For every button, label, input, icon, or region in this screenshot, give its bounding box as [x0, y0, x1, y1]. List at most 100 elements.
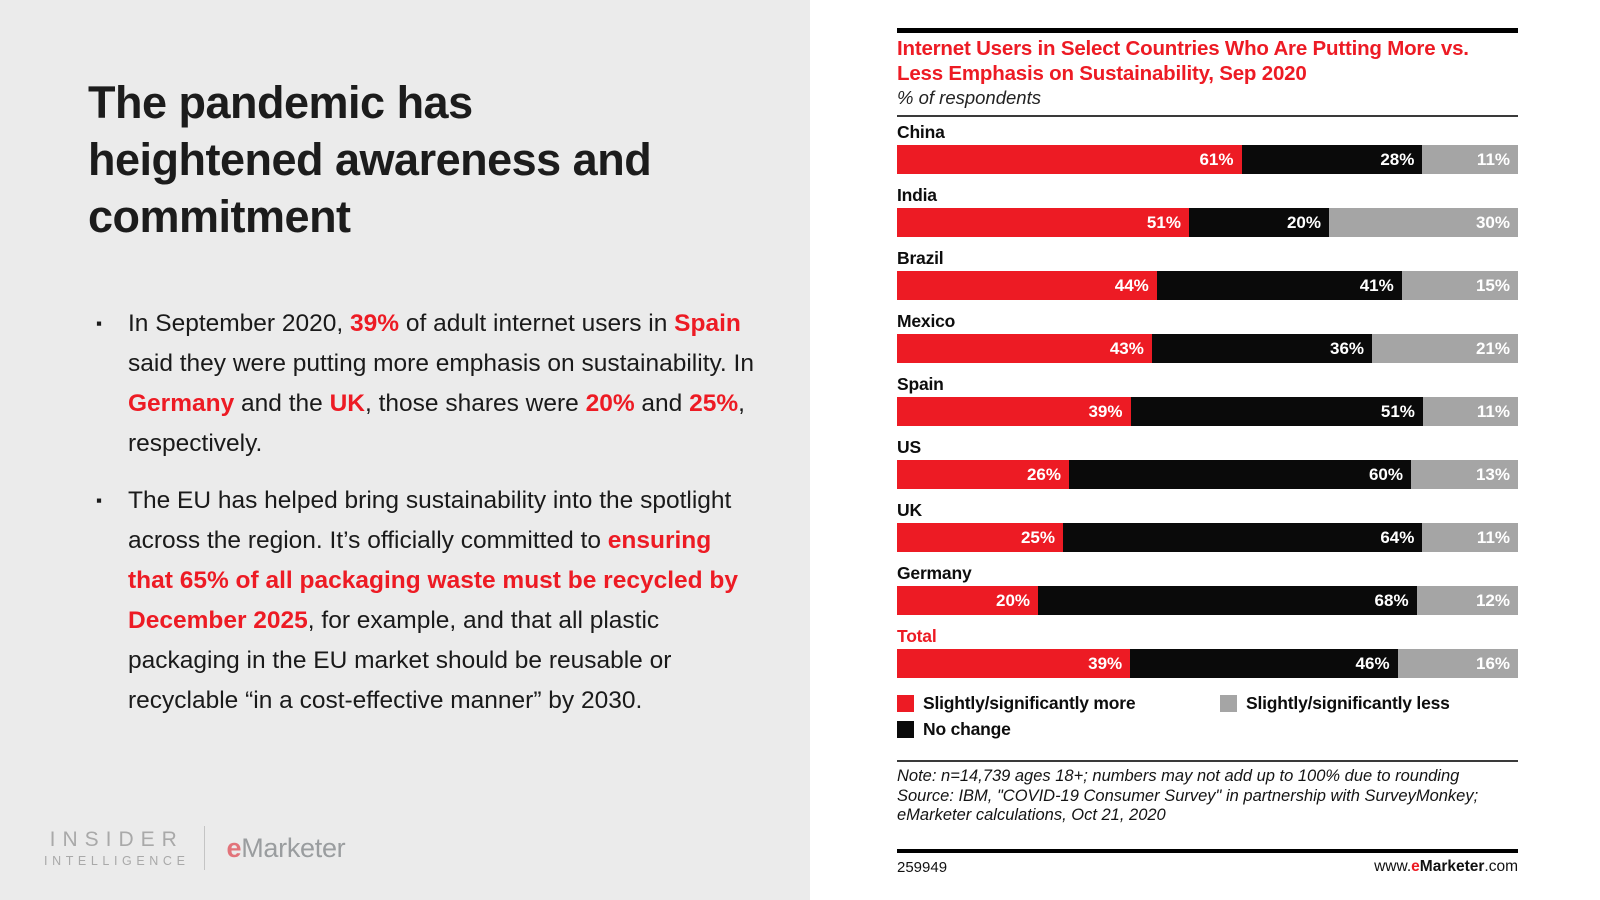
insider-logo-line1: INSIDER — [49, 828, 184, 851]
chart-row: UK 25% 64% 11% — [897, 500, 1519, 552]
bar-segment-no-change: 20% — [1188, 208, 1329, 237]
chart-footer: 259949 www.eMarketer.com — [897, 858, 1518, 876]
bar-value-label: 68% — [1374, 590, 1409, 610]
bar-segment-less: 15% — [1401, 271, 1518, 300]
country-label: Germany — [897, 563, 972, 583]
stacked-bar: 39% 46% 16% — [897, 649, 1519, 678]
bar-segment-more: 43% — [897, 334, 1152, 363]
legend-swatch-icon — [1220, 695, 1237, 712]
legend-swatch-icon — [897, 695, 914, 712]
chart-top-rule — [897, 28, 1518, 33]
bullet-text: The EU has helped bring sustainability i… — [128, 481, 756, 721]
bar-value-label: 43% — [1109, 338, 1144, 358]
stacked-bar: 25% 64% 11% — [897, 523, 1519, 552]
bar-value-label: 12% — [1475, 590, 1510, 610]
legend-swatch-icon — [897, 721, 914, 738]
chart-row: Brazil 44% 41% 15% — [897, 248, 1518, 300]
insider-logo-line2: INTELLIGENCE — [44, 854, 190, 868]
country-label: Mexico — [897, 311, 956, 331]
bar-segment-less: 13% — [1410, 460, 1518, 489]
legend-item: Slightly/significantly more — [897, 693, 1220, 714]
chart-id: 259949 — [897, 858, 948, 876]
bullet-marker-icon: ▪ — [96, 491, 103, 510]
bar-segment-no-change: 60% — [1069, 460, 1411, 489]
chart-title: Internet Users in Select Countries Who A… — [897, 37, 1469, 85]
bar-value-label: 21% — [1475, 338, 1511, 358]
note-divider-rule — [897, 760, 1518, 762]
bar-value-label: 11% — [1476, 527, 1511, 547]
bar-segment-more: 39% — [897, 649, 1131, 678]
emarketer-logo: eMarketer — [227, 833, 346, 864]
bar-value-label: 39% — [1088, 653, 1123, 673]
bar-segment-no-change: 68% — [1038, 586, 1417, 615]
text-segment: , respectively. — [128, 390, 745, 457]
bar-value-label: 25% — [1020, 527, 1055, 547]
bar-value-label: 11% — [1476, 149, 1511, 169]
bar-segment-more: 61% — [897, 145, 1242, 174]
bar-value-label: 36% — [1330, 338, 1365, 358]
bar-value-label: 39% — [1088, 401, 1123, 421]
bar-value-label: 64% — [1380, 527, 1415, 547]
stacked-bar: 44% 41% 15% — [897, 271, 1518, 300]
chart-row: US 26% 60% 13% — [897, 437, 1518, 489]
bullet-list: ▪ In September 2020, 39% of adult interne… — [96, 304, 756, 738]
legend-item: Slightly/significantly less — [1220, 693, 1518, 714]
country-label: UK — [897, 500, 922, 520]
text-segment: e — [1411, 858, 1420, 875]
chart-row: Mexico 43% 36% 21% — [897, 311, 1519, 363]
bar-value-label: 16% — [1475, 653, 1511, 673]
chart-source: Source: IBM, "COVID-19 Consumer Survey" … — [897, 786, 1479, 825]
bar-segment-less: 11% — [1422, 523, 1519, 552]
country-label: Brazil — [897, 248, 944, 268]
stacked-bar: 26% 60% 13% — [897, 460, 1518, 489]
text-segment: of adult internet users in — [399, 310, 675, 337]
bar-value-label: 13% — [1475, 464, 1510, 484]
text-segment: said they were putting more emphasis on … — [128, 350, 754, 377]
bar-segment-more: 20% — [897, 586, 1039, 615]
bar-segment-less: 30% — [1328, 208, 1518, 237]
legend-label: Slightly/significantly more — [923, 693, 1136, 713]
country-label: China — [897, 122, 945, 142]
text-segment: ensuring that 65% of all packaging waste… — [128, 527, 738, 634]
left-text-panel: The pandemic has heightened awareness an… — [0, 0, 810, 900]
country-label: Total — [897, 626, 937, 646]
text-segment: In September 2020, — [128, 310, 351, 337]
bar-segment-more: 44% — [897, 271, 1157, 300]
bar-segment-more: 51% — [897, 208, 1189, 237]
bullet-marker-icon: ▪ — [96, 314, 103, 333]
bar-segment-less: 16% — [1397, 649, 1519, 678]
text-segment: e — [226, 832, 242, 863]
text-segment: , for example, and that all plastic pack… — [128, 607, 672, 714]
bar-value-label: 30% — [1475, 212, 1510, 232]
bar-value-label: 46% — [1355, 653, 1390, 673]
chart-row: Total 39% 46% 16% — [897, 626, 1519, 678]
logo-row: INSIDER INTELLIGENCE eMarketer — [44, 826, 346, 870]
text-segment: www. — [1374, 858, 1412, 875]
bar-value-label: 44% — [1114, 275, 1149, 295]
stacked-bar: 20% 68% 12% — [897, 586, 1518, 615]
chart-bottom-rule — [897, 849, 1518, 853]
text-segment: .com — [1484, 858, 1518, 875]
text-segment: Marketer — [241, 832, 346, 863]
text-segment: 25% — [689, 390, 739, 417]
bar-value-label: 11% — [1476, 401, 1510, 421]
chart-subtitle: % of respondents — [897, 87, 1041, 108]
bar-segment-more: 25% — [897, 523, 1063, 552]
text-segment: 39% — [350, 310, 400, 337]
country-label: US — [897, 437, 921, 457]
bar-segment-no-change: 36% — [1151, 334, 1373, 363]
bar-value-label: 20% — [1286, 212, 1321, 232]
bar-segment-less: 12% — [1416, 586, 1518, 615]
bar-segment-more: 26% — [897, 460, 1069, 489]
chart-notes: Note: n=14,739 ages 18+; numbers may not… — [897, 767, 1518, 826]
bar-segment-no-change: 46% — [1130, 649, 1398, 678]
chart-legend: Slightly/significantly more Slightly/sign… — [897, 693, 1518, 740]
legend-label: No change — [923, 719, 1011, 739]
bar-value-label: 20% — [995, 590, 1031, 610]
stacked-bar: 51% 20% 30% — [897, 208, 1518, 237]
bullet-item: ▪ The EU has helped bring sustainability … — [96, 481, 756, 721]
chart-row: China 61% 28% 11% — [897, 122, 1519, 174]
bar-value-label: 61% — [1199, 149, 1234, 169]
bar-value-label: 41% — [1359, 275, 1394, 295]
bar-segment-no-change: 28% — [1241, 145, 1423, 174]
